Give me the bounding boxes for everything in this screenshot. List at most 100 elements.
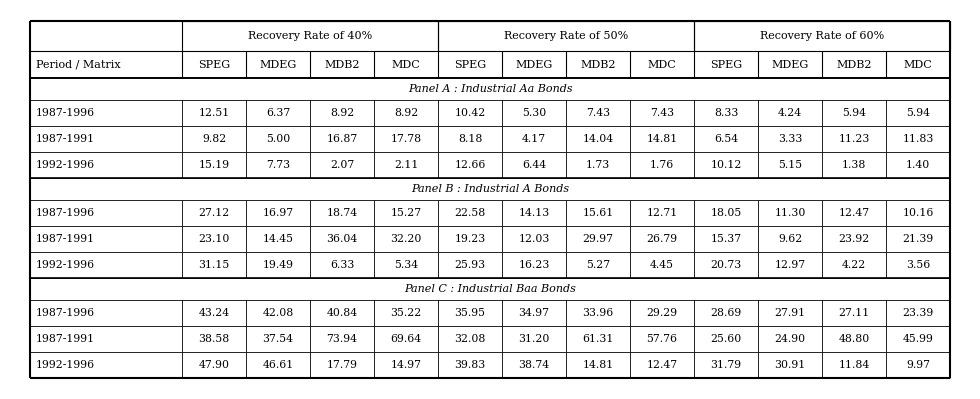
Text: 4.22: 4.22 xyxy=(842,260,866,270)
Text: 12.47: 12.47 xyxy=(647,360,677,370)
Text: 9.62: 9.62 xyxy=(778,234,802,244)
Text: 32.20: 32.20 xyxy=(390,234,421,244)
Bar xyxy=(182,21,438,51)
Text: 21.39: 21.39 xyxy=(903,234,934,244)
Text: 19.49: 19.49 xyxy=(263,260,293,270)
Text: 11.84: 11.84 xyxy=(838,360,869,370)
Text: 14.04: 14.04 xyxy=(582,134,613,144)
Text: 19.23: 19.23 xyxy=(455,234,486,244)
Text: Recovery Rate of 50%: Recovery Rate of 50% xyxy=(504,31,628,41)
Text: 7.43: 7.43 xyxy=(586,108,611,118)
Text: 32.08: 32.08 xyxy=(455,334,486,344)
Text: 34.97: 34.97 xyxy=(518,308,550,318)
Text: 10.42: 10.42 xyxy=(455,108,486,118)
Text: 33.96: 33.96 xyxy=(582,308,613,318)
Text: 29.29: 29.29 xyxy=(647,308,677,318)
Text: 1.76: 1.76 xyxy=(650,160,674,170)
Text: 6.44: 6.44 xyxy=(522,160,546,170)
Text: 38.58: 38.58 xyxy=(198,334,229,344)
Text: 29.97: 29.97 xyxy=(582,234,613,244)
Text: 12.71: 12.71 xyxy=(647,208,677,218)
Text: 8.18: 8.18 xyxy=(458,134,482,144)
Text: SPEG: SPEG xyxy=(198,59,230,69)
Text: 20.73: 20.73 xyxy=(710,260,742,270)
Text: 69.64: 69.64 xyxy=(390,334,421,344)
Text: 18.74: 18.74 xyxy=(326,208,358,218)
Text: 27.11: 27.11 xyxy=(838,308,869,318)
Text: 6.33: 6.33 xyxy=(330,260,354,270)
Text: 5.30: 5.30 xyxy=(522,108,546,118)
Text: 1992-1996: 1992-1996 xyxy=(36,160,95,170)
Text: 45.99: 45.99 xyxy=(903,334,933,344)
Text: Panel C : Industrial Baa Bonds: Panel C : Industrial Baa Bonds xyxy=(404,284,576,294)
Text: 30.91: 30.91 xyxy=(774,360,806,370)
Text: 8.92: 8.92 xyxy=(394,108,418,118)
Text: Period / Matrix: Period / Matrix xyxy=(36,59,121,69)
Text: 1.73: 1.73 xyxy=(586,160,611,170)
Text: 14.97: 14.97 xyxy=(390,360,421,370)
Text: 31.15: 31.15 xyxy=(198,260,229,270)
Text: 14.81: 14.81 xyxy=(582,360,613,370)
Text: 28.69: 28.69 xyxy=(710,308,742,318)
Text: 22.58: 22.58 xyxy=(455,208,486,218)
Text: MDEG: MDEG xyxy=(515,59,553,69)
Text: 3.33: 3.33 xyxy=(778,134,803,144)
Text: MDC: MDC xyxy=(904,59,932,69)
Text: 14.13: 14.13 xyxy=(518,208,550,218)
Text: 1987-1996: 1987-1996 xyxy=(36,108,95,118)
Text: 4.45: 4.45 xyxy=(650,260,674,270)
Text: 15.61: 15.61 xyxy=(582,208,613,218)
Text: Recovery Rate of 60%: Recovery Rate of 60% xyxy=(760,31,884,41)
Text: 8.33: 8.33 xyxy=(713,108,738,118)
Text: 16.97: 16.97 xyxy=(263,208,294,218)
Text: 23.92: 23.92 xyxy=(838,234,869,244)
Text: 6.37: 6.37 xyxy=(266,108,290,118)
Text: 27.12: 27.12 xyxy=(198,208,229,218)
Text: SPEG: SPEG xyxy=(454,59,486,69)
Text: MDB2: MDB2 xyxy=(580,59,615,69)
Text: 42.08: 42.08 xyxy=(263,308,294,318)
Text: 1987-1996: 1987-1996 xyxy=(36,308,95,318)
Text: 12.51: 12.51 xyxy=(198,108,229,118)
Text: 25.93: 25.93 xyxy=(455,260,485,270)
Text: 14.45: 14.45 xyxy=(263,234,293,244)
Text: 3.56: 3.56 xyxy=(906,260,930,270)
Text: 5.00: 5.00 xyxy=(266,134,290,144)
Text: 1987-1991: 1987-1991 xyxy=(36,234,95,244)
Text: 1987-1991: 1987-1991 xyxy=(36,334,95,344)
Text: MDC: MDC xyxy=(392,59,420,69)
Text: 1987-1991: 1987-1991 xyxy=(36,134,95,144)
Text: 1992-1996: 1992-1996 xyxy=(36,360,95,370)
Text: SPEG: SPEG xyxy=(710,59,742,69)
Text: Panel A : Industrial Aa Bonds: Panel A : Industrial Aa Bonds xyxy=(408,84,572,94)
Text: 14.81: 14.81 xyxy=(647,134,677,144)
Text: 31.20: 31.20 xyxy=(518,334,550,344)
Text: 1992-1996: 1992-1996 xyxy=(36,260,95,270)
Text: MDC: MDC xyxy=(648,59,676,69)
Text: 7.73: 7.73 xyxy=(266,160,290,170)
Text: 18.05: 18.05 xyxy=(710,208,742,218)
Text: 43.24: 43.24 xyxy=(198,308,229,318)
Text: 9.82: 9.82 xyxy=(202,134,226,144)
Text: 5.27: 5.27 xyxy=(586,260,611,270)
Text: 4.24: 4.24 xyxy=(778,108,802,118)
Text: 5.15: 5.15 xyxy=(778,160,802,170)
Text: 36.04: 36.04 xyxy=(326,234,358,244)
Text: 11.83: 11.83 xyxy=(903,134,934,144)
Text: 48.80: 48.80 xyxy=(838,334,869,344)
Text: 27.91: 27.91 xyxy=(774,308,806,318)
Text: 73.94: 73.94 xyxy=(326,334,358,344)
Bar xyxy=(438,21,694,51)
Text: 1987-1996: 1987-1996 xyxy=(36,208,95,218)
Text: 35.95: 35.95 xyxy=(455,308,485,318)
Text: Panel B : Industrial A Bonds: Panel B : Industrial A Bonds xyxy=(411,184,569,194)
Text: 31.79: 31.79 xyxy=(710,360,742,370)
Text: 6.54: 6.54 xyxy=(714,134,738,144)
Text: MDEG: MDEG xyxy=(771,59,808,69)
Text: Recovery Rate of 40%: Recovery Rate of 40% xyxy=(248,31,372,41)
Text: 61.31: 61.31 xyxy=(582,334,613,344)
Text: 16.87: 16.87 xyxy=(326,134,358,144)
Text: 5.94: 5.94 xyxy=(842,108,866,118)
Text: 15.27: 15.27 xyxy=(390,208,421,218)
Text: 24.90: 24.90 xyxy=(774,334,806,344)
